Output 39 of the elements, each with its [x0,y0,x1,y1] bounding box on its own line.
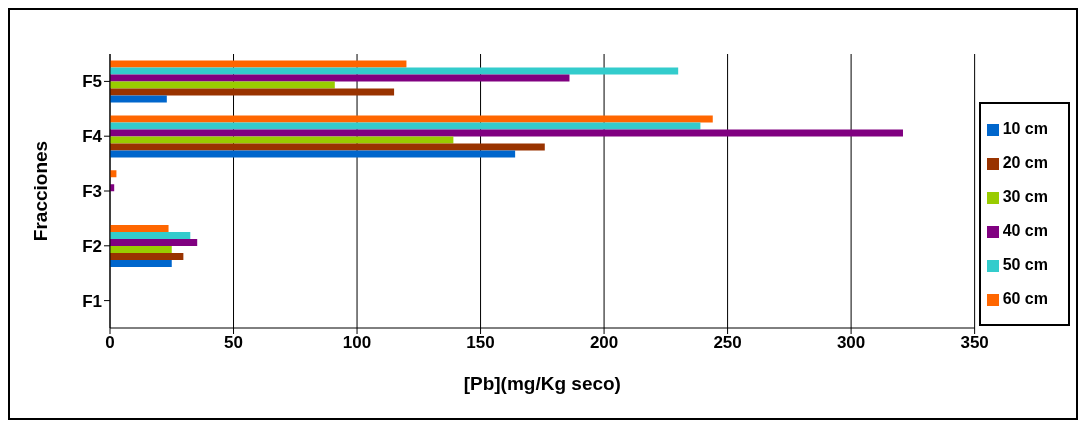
x-tick-label: 150 [466,333,495,353]
x-axis-title: [Pb](mg/Kg seco) [463,373,621,394]
y-axis-title: Fracciones [29,140,51,242]
bar [110,143,545,151]
bar [110,150,516,158]
y-tick-label: F2 [82,236,102,256]
bar [110,115,713,123]
legend-label: 40 cm [1002,222,1048,239]
x-tick-label: 0 [105,333,115,353]
legend-label: 20 cm [1002,154,1048,171]
bar [110,122,701,130]
y-tick-label: F4 [82,127,103,147]
bar [110,129,903,137]
bar [110,95,167,103]
bar [110,238,198,246]
bar [110,259,172,267]
bar [110,74,570,82]
x-tick-label: 50 [224,333,243,353]
bar [110,231,191,239]
y-tick-label: F5 [82,72,102,92]
legend-label: 10 cm [1002,120,1048,137]
bar [110,136,454,144]
bar [110,224,169,232]
bar [110,67,679,75]
bar [110,252,184,260]
x-tick-label: 200 [589,333,619,353]
x-tick-label: 100 [342,333,372,353]
y-tick-label: F3 [82,182,102,202]
legend-label: 60 cm [1002,290,1048,307]
bar [110,88,395,96]
y-tick-label: F1 [82,291,102,311]
bar [110,81,335,89]
x-tick-label: 300 [836,333,866,353]
x-tick-label: 250 [713,333,742,353]
x-tick-label: 350 [960,333,989,353]
bar [110,60,407,68]
legend-label: 30 cm [1002,188,1048,205]
bar [110,245,172,253]
legend-label: 50 cm [1002,256,1048,273]
